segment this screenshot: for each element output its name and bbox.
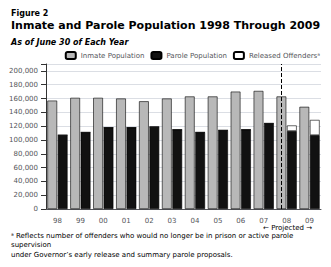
svg-text:02: 02 — [145, 217, 154, 225]
svg-text:under Governor’s early release: under Governor’s early release and summa… — [11, 251, 233, 259]
svg-text:180,000: 180,000 — [9, 81, 38, 89]
svg-text:140,000: 140,000 — [9, 108, 38, 116]
svg-text:03: 03 — [168, 217, 177, 225]
svg-text:0: 0 — [34, 205, 38, 213]
svg-text:06: 06 — [236, 217, 245, 225]
svg-text:98: 98 — [53, 217, 62, 225]
svg-text:08: 08 — [282, 216, 292, 225]
svg-text:120,000: 120,000 — [9, 122, 38, 130]
svg-text:01: 01 — [122, 217, 131, 225]
svg-text:Parole Population: Parole Population — [166, 52, 226, 60]
svg-text:05: 05 — [213, 217, 222, 225]
svg-text:160,000: 160,000 — [9, 95, 38, 103]
svg-text:60,000: 60,000 — [14, 164, 39, 172]
svg-text:Inmate and Parole Population 1: Inmate and Parole Population 1998 Throug… — [11, 19, 320, 32]
svg-text:Figure 2: Figure 2 — [11, 9, 48, 18]
svg-text:00: 00 — [99, 217, 108, 225]
svg-text:80,000: 80,000 — [14, 150, 39, 158]
svg-text:As of June 30 of Each Year: As of June 30 of Each Year — [10, 38, 129, 47]
svg-text:09: 09 — [305, 216, 314, 225]
svg-text:04: 04 — [190, 217, 199, 225]
svg-text:20,000: 20,000 — [14, 191, 39, 199]
svg-text:Inmate Population: Inmate Population — [81, 52, 145, 60]
svg-text:40,000: 40,000 — [14, 177, 39, 185]
svg-text:99: 99 — [76, 217, 85, 225]
svg-text:200,000: 200,000 — [9, 67, 38, 75]
svg-text:ᵃ Reflects number of offenders: ᵃ Reflects number of offenders who would… — [11, 232, 296, 240]
svg-text:100,000: 100,000 — [9, 136, 38, 144]
svg-text:Released Offendersᵃ: Released Offendersᵃ — [249, 52, 320, 60]
svg-text:← Projected →: ← Projected → — [263, 224, 312, 232]
svg-text:supervision: supervision — [11, 241, 51, 249]
svg-text:07: 07 — [259, 216, 269, 225]
